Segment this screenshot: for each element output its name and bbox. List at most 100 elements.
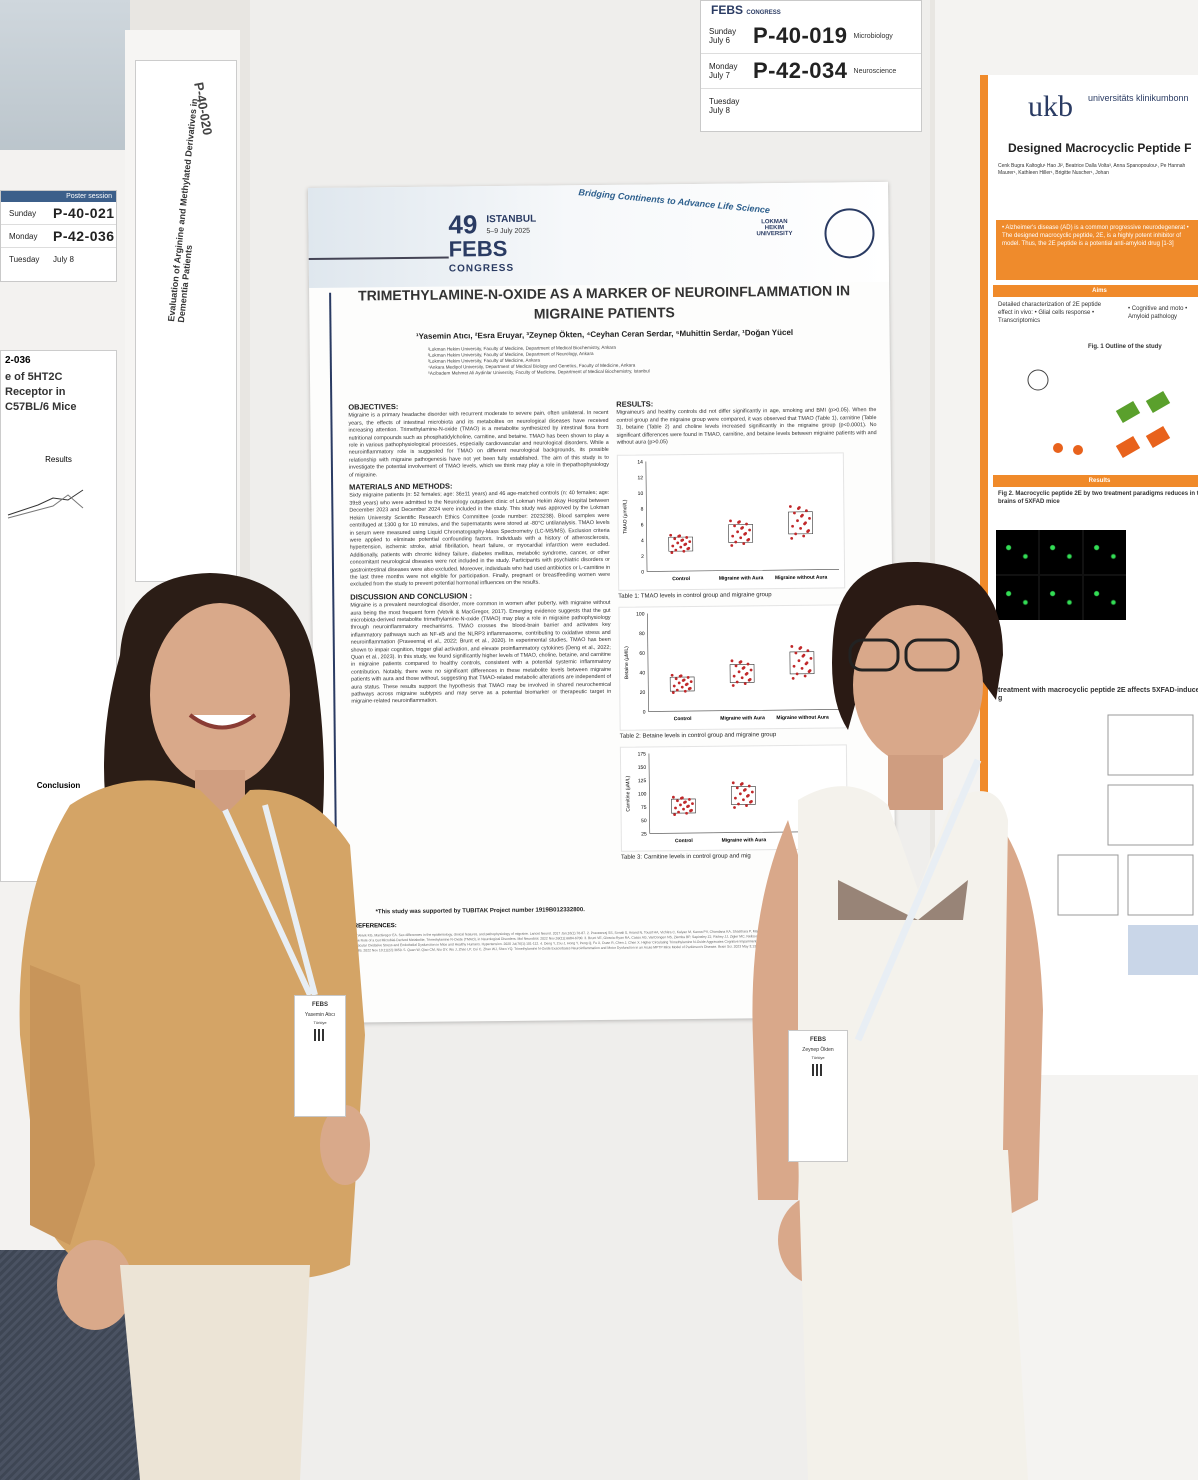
- left-session-header: Poster session: [1, 191, 116, 202]
- session-logo-text: FEBS: [711, 3, 744, 17]
- session-day: Tuesday: [9, 254, 40, 264]
- session-topic: Neuroscience: [853, 67, 897, 75]
- data-point: [685, 811, 688, 815]
- data-point: [797, 506, 801, 510]
- data-point: [747, 538, 751, 542]
- session-code: P-40-019: [753, 23, 848, 48]
- data-point: [674, 549, 678, 553]
- data-point: [805, 661, 809, 665]
- data-point: [749, 668, 753, 672]
- data-point: [790, 645, 794, 649]
- y-tick-label: 0: [643, 710, 646, 716]
- session-row-sunday: Sunday July 6 P-40-019 Microbiology: [701, 19, 921, 54]
- qr-code-icon: [812, 1064, 824, 1076]
- session-day: Sunday: [9, 208, 37, 218]
- data-point: [799, 646, 803, 650]
- category-label: Migraine without Aura: [776, 715, 829, 722]
- main-poster: 49 FEBS CONGRESS ISTANBUL 5–9 July 2025 …: [308, 181, 897, 1023]
- badge-name: Yasemin Atıcı: [304, 1012, 336, 1018]
- data-point: [791, 677, 795, 680]
- data-point: [734, 541, 738, 544]
- y-tick-label: 4: [641, 539, 644, 545]
- data-point: [797, 659, 801, 663]
- box-plot: [671, 798, 696, 814]
- data-point: [742, 666, 746, 670]
- data-point: [807, 529, 811, 533]
- session-code: P-42-036: [53, 228, 115, 244]
- session-topic: Microbiology: [853, 32, 893, 40]
- data-point: [794, 532, 798, 536]
- session-date: July 8: [53, 254, 74, 264]
- y-axis-label: TMAO (µmol/L): [622, 500, 628, 535]
- data-point: [792, 665, 796, 668]
- left-session-card: Poster session Sunday P-40-021 Monday P-…: [0, 190, 117, 282]
- data-point: [738, 792, 742, 796]
- chart-axis: [647, 613, 841, 713]
- y-axis-label: Carnitine (µM/L): [625, 775, 631, 811]
- data-point: [674, 677, 678, 681]
- y-tick-label: 100: [638, 792, 647, 798]
- y-tick-label: 40: [640, 671, 646, 677]
- person-right: FEBS Zeynep Ökten Türkiye: [738, 560, 1068, 1480]
- box-plot: [729, 664, 755, 684]
- data-point: [738, 520, 741, 524]
- data-point: [688, 687, 692, 690]
- data-point: [688, 540, 692, 544]
- qr-code-icon: [314, 1029, 326, 1041]
- data-point: [671, 545, 675, 548]
- data-point: [677, 810, 680, 814]
- microscopy-image: [996, 530, 1126, 620]
- data-point: [804, 521, 807, 525]
- data-point: [737, 670, 741, 674]
- data-point: [750, 800, 753, 803]
- data-point: [740, 782, 744, 786]
- y-tick-label: 150: [638, 765, 647, 771]
- funding-note: *This study was supported by TUBITAK Pro…: [375, 907, 585, 916]
- methods-heading: MATERIALS AND METHODS:: [349, 481, 453, 492]
- poster-charts: 0 2 4 6 8 10 12 14 TMAO (µmol/L) Control Migraine …: [616, 452, 881, 862]
- left-poster-graph: [7, 489, 84, 519]
- data-point: [688, 798, 691, 801]
- data-point: [745, 523, 748, 526]
- box-plot: [669, 676, 695, 692]
- y-tick-label: 0: [641, 570, 644, 576]
- left-poster-code: 2-036: [5, 355, 31, 366]
- data-point: [742, 798, 745, 802]
- data-point: [747, 784, 751, 788]
- session-day: Monday July 7: [709, 62, 738, 80]
- poster-authors: ¹Yasemin Atıcı, ²Esra Eruyar, ³Zeynep Ök…: [415, 327, 794, 341]
- data-point: [673, 813, 676, 817]
- fig2-caption: Fig 2. Macrocyclic peptide 2E by two tre…: [998, 491, 1198, 505]
- data-point: [744, 532, 748, 536]
- data-point: [730, 659, 734, 663]
- y-tick-label: 8: [641, 507, 644, 513]
- data-point: [682, 807, 685, 811]
- data-point: [681, 538, 685, 542]
- poster-left-column: OBJECTIVES: Migraine is a primary headac…: [348, 397, 611, 707]
- data-point: [799, 527, 802, 531]
- data-point: [686, 676, 690, 680]
- data-point: [806, 649, 810, 653]
- data-point: [741, 526, 744, 530]
- y-tick-label: 175: [638, 752, 647, 758]
- data-point: [793, 512, 796, 515]
- data-point: [731, 781, 735, 785]
- badge-logo: FEBS: [311, 1002, 328, 1008]
- data-point: [737, 802, 740, 806]
- right-poster-authors: Cenk Bugra Kaltoglu¹ Hao Ji², Beatrice D…: [998, 163, 1186, 176]
- y-tick-label: 25: [641, 832, 647, 838]
- middle-poster-title: Evaluation of Arginine and Methylated De…: [166, 98, 200, 324]
- poster-affiliations: ¹Lokman Hekim University, Faculty of Med…: [427, 344, 650, 376]
- data-point: [733, 524, 736, 528]
- y-tick-label: 14: [637, 460, 643, 466]
- chart-axis: [645, 461, 840, 573]
- data-point: [734, 664, 738, 668]
- category-label: Migraine with Aura: [719, 576, 764, 582]
- chart-axis: [648, 753, 842, 834]
- data-point: [739, 660, 743, 664]
- data-point: [808, 669, 812, 673]
- box-plot: [730, 786, 756, 805]
- methods-text: Sixty migraine patients (n: 52 females; …: [349, 490, 611, 588]
- session-day: Tuesday July 8: [709, 97, 740, 115]
- person-right-figure: [752, 561, 1043, 1480]
